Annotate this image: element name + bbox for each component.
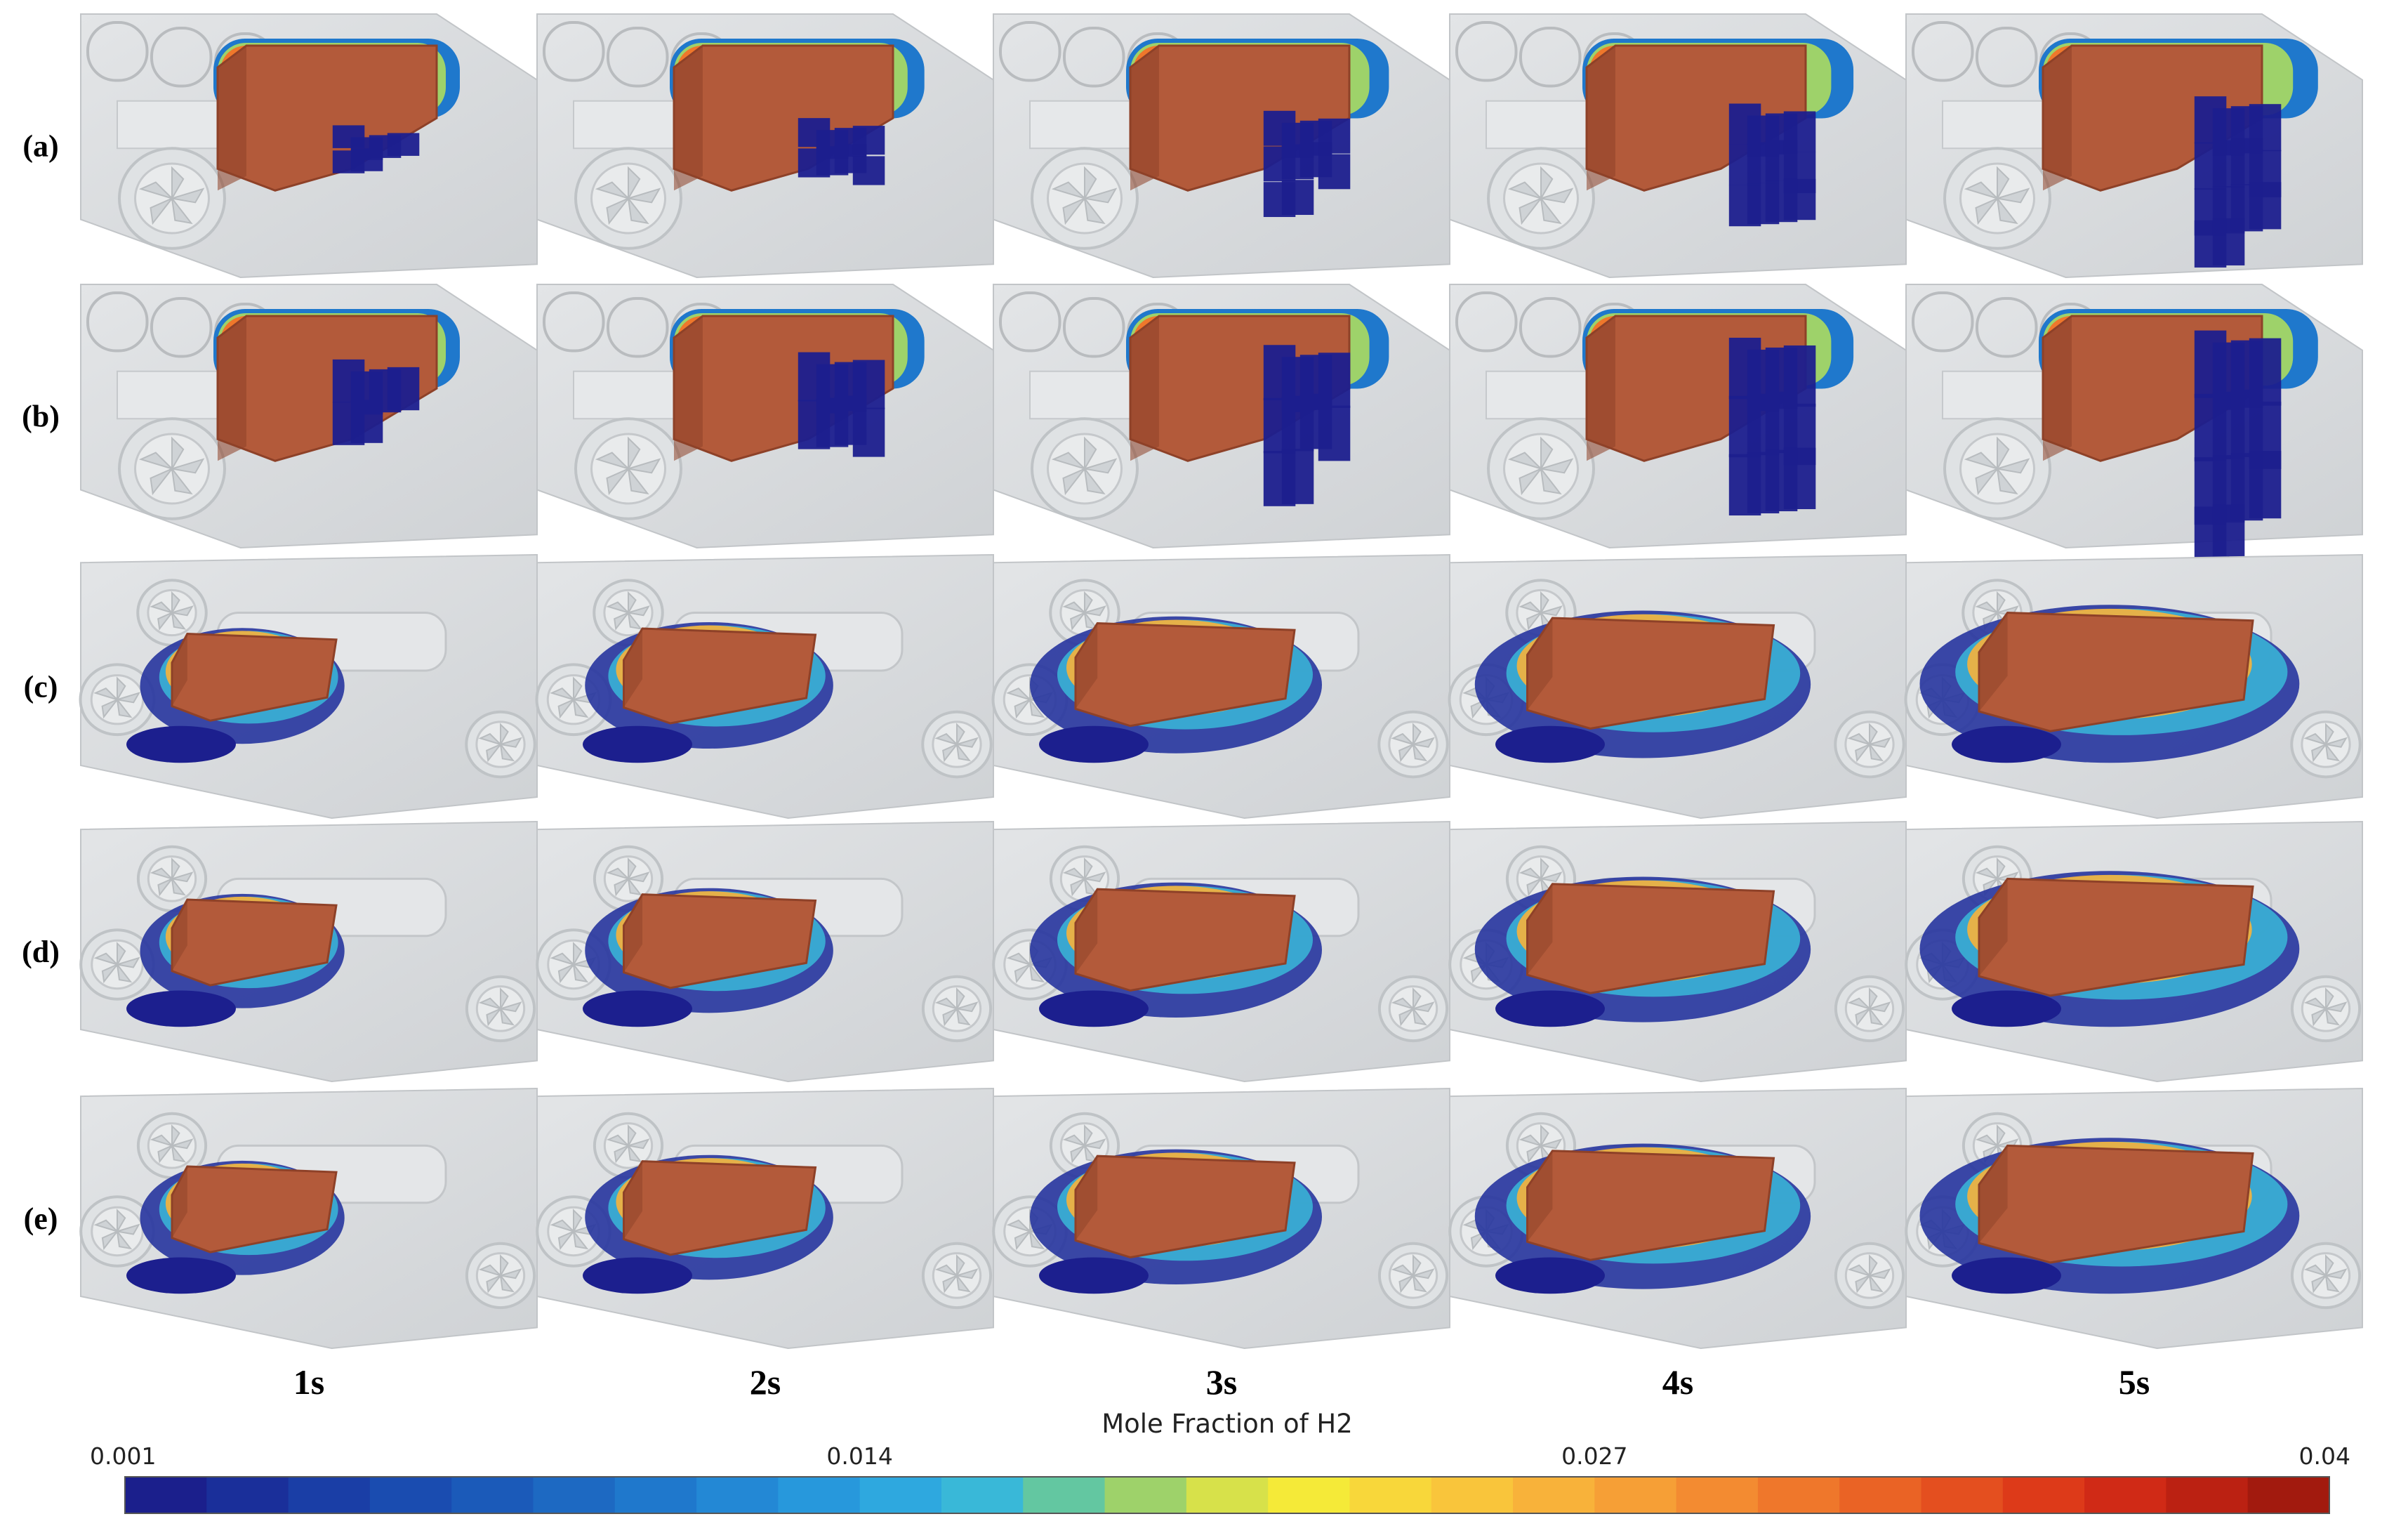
row-label: (b) — [22, 400, 60, 434]
colorbar-segment — [1431, 1477, 1514, 1513]
row-label: (e) — [24, 1202, 58, 1236]
time-label: 2s — [750, 1362, 781, 1402]
colorbar-tick: 0.027 — [1561, 1442, 1627, 1470]
simulation-panel — [79, 820, 538, 1083]
colorbar-segment — [2084, 1477, 2166, 1513]
colorbar-segment — [1349, 1477, 1432, 1513]
time-labels: 1s 2s 3s 4s 5s — [293, 1362, 2150, 1402]
colorbar-title: Mole Fraction of H2 — [1102, 1409, 1353, 1439]
time-label: 1s — [293, 1362, 324, 1402]
simulation-panel — [1905, 284, 2363, 574]
colorbar-segment — [288, 1477, 371, 1513]
colorbar-segment — [778, 1477, 861, 1513]
colorbar-segment — [1921, 1477, 2004, 1513]
simulation-panel — [80, 13, 538, 279]
simulation-panel — [992, 820, 1450, 1083]
colorbar-segment — [614, 1477, 697, 1513]
simulation-panel — [1905, 13, 2363, 279]
simulation-panel — [993, 284, 1450, 549]
simulation-panel — [993, 13, 1450, 279]
colorbar-frame — [124, 1476, 2330, 1514]
colorbar-segment — [941, 1477, 1024, 1513]
simulation-panel — [992, 1087, 1450, 1350]
colorbar-segment — [1268, 1477, 1350, 1513]
colorbar-segment — [696, 1477, 779, 1513]
colorbar-segment — [1186, 1477, 1269, 1513]
colorbar-segment — [2002, 1477, 2085, 1513]
colorbar-segment — [2166, 1477, 2249, 1513]
row-label: (c) — [24, 670, 58, 704]
colorbar-segment — [1513, 1477, 1595, 1513]
colorbar-segment — [1104, 1477, 1187, 1513]
row-labels: (a) (b) (c) (d) (e) — [22, 129, 60, 1237]
simulation-panel — [1448, 820, 1907, 1083]
simulation-panel — [536, 13, 994, 279]
row-label: (a) — [22, 129, 58, 164]
colorbar-segment — [1839, 1477, 1922, 1513]
colorbar-segment — [533, 1477, 616, 1513]
simulation-panel — [1449, 13, 1907, 279]
simulation-panel — [535, 553, 994, 820]
time-label: 5s — [2119, 1362, 2150, 1402]
simulation-panel — [79, 1087, 538, 1350]
time-label: 4s — [1662, 1362, 1693, 1402]
simulation-panel — [1448, 1087, 1907, 1350]
simulation-panel — [80, 284, 538, 549]
simulation-panel — [536, 1087, 994, 1350]
simulation-panel — [1449, 284, 1907, 549]
colorbar-segment — [1023, 1477, 1106, 1513]
simulation-panel — [1904, 553, 2363, 820]
simulation-panel — [1448, 553, 1907, 820]
colorbar-tick: 0.014 — [826, 1442, 892, 1470]
simulation-panel — [536, 284, 994, 549]
simulation-panel — [536, 820, 994, 1083]
simulation-panel — [991, 553, 1450, 820]
colorbar: Mole Fraction of H2 0.001 0.014 0.027 0.04 — [90, 1409, 2350, 1514]
colorbar-tick: 0.04 — [2299, 1442, 2350, 1470]
colorbar-segment — [369, 1477, 452, 1513]
colorbar-segment — [451, 1477, 534, 1513]
colorbar-tick: 0.001 — [90, 1442, 156, 1470]
colorbar-segment — [1676, 1477, 1759, 1513]
panel-grid — [79, 13, 2363, 1350]
simulation-panel — [79, 553, 538, 820]
colorbar-segment — [859, 1477, 942, 1513]
colorbar-segment — [1594, 1477, 1677, 1513]
time-label: 3s — [1206, 1362, 1237, 1402]
colorbar-segment — [1757, 1477, 1840, 1513]
row-label: (d) — [22, 935, 60, 969]
colorbar-segment — [125, 1477, 207, 1513]
simulation-panel — [1905, 820, 2363, 1083]
colorbar-segment — [2247, 1477, 2330, 1513]
colorbar-segment — [206, 1477, 289, 1513]
simulation-panel — [1905, 1087, 2363, 1350]
